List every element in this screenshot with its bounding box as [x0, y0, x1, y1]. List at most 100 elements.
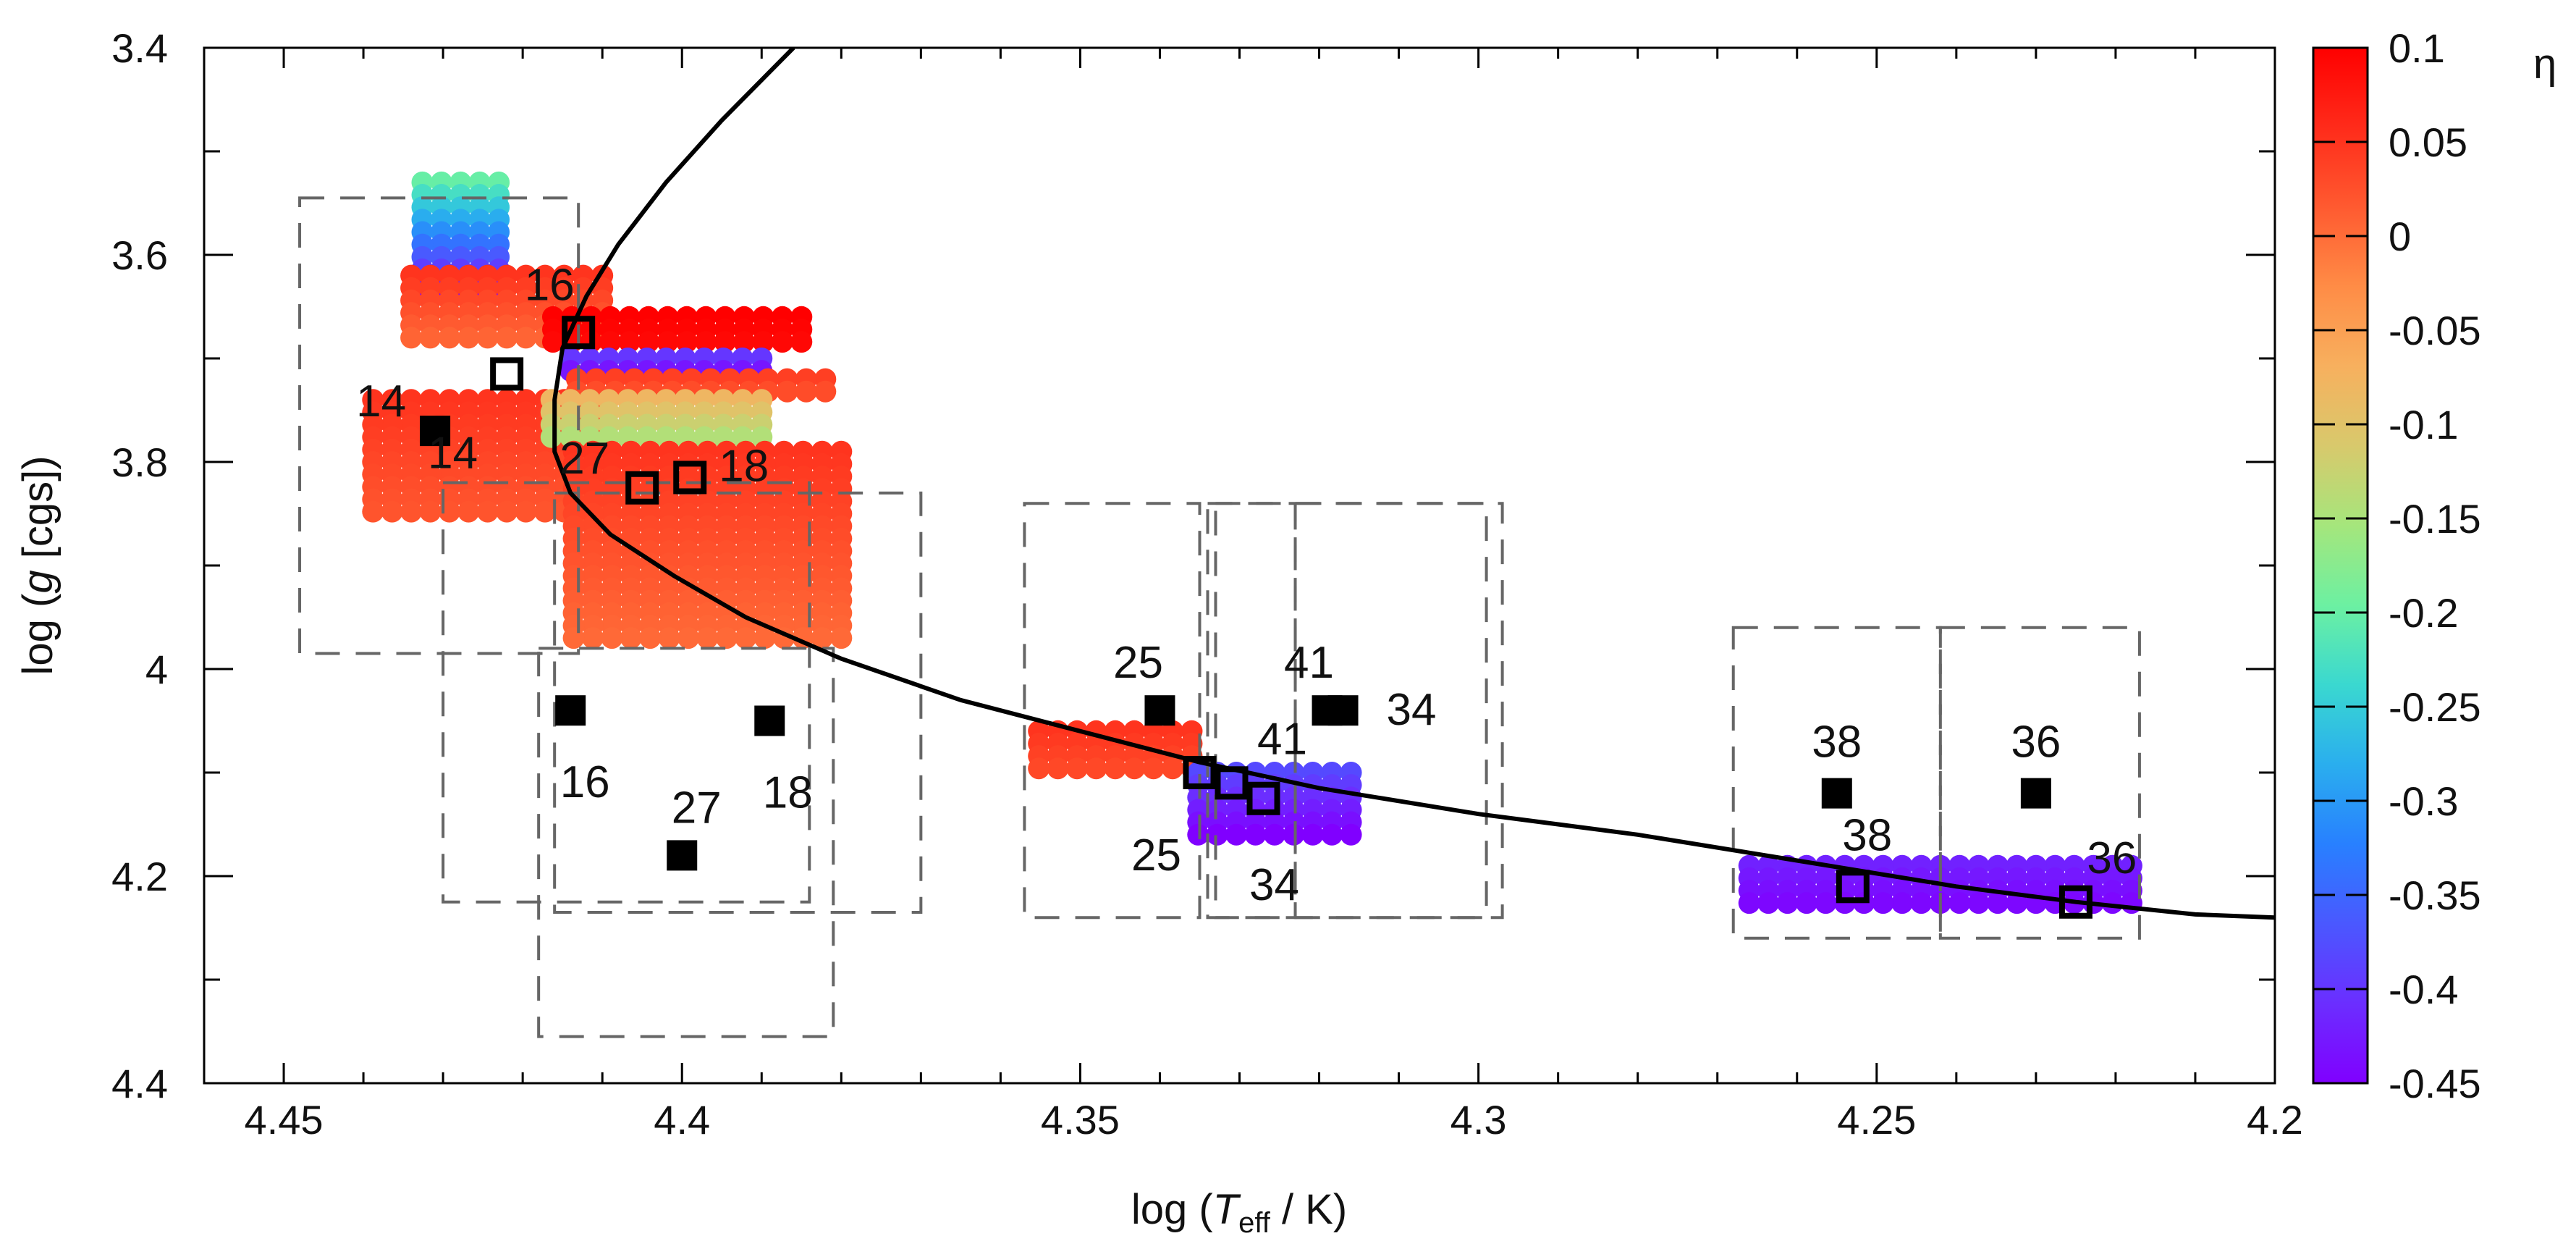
colorbar-tick-label: 0.05 [2389, 119, 2467, 165]
model-point [541, 331, 564, 353]
y-axis-title: log (g [cgs]) [14, 455, 62, 675]
error-box [537, 647, 835, 1038]
model-point [1283, 823, 1305, 846]
colorbar-tick-label: -0.15 [2389, 496, 2481, 542]
model-point [1263, 823, 1285, 846]
observed-marker [555, 695, 586, 726]
observed-label: 34 [1387, 685, 1437, 735]
model-point [776, 380, 798, 403]
model-point [476, 500, 499, 523]
observed-marker [1821, 778, 1852, 809]
model-point [639, 627, 662, 649]
colorbar-tick-label: -0.05 [2389, 308, 2481, 353]
colorbar-tick-label: -0.45 [2389, 1061, 2481, 1106]
y-tick-label: 4.4 [111, 1061, 168, 1106]
error-box [298, 196, 580, 655]
model-point [1340, 823, 1362, 846]
model-point [362, 500, 384, 523]
model-point [753, 627, 776, 649]
error-boxes [298, 196, 2141, 1038]
model-point [1967, 892, 1990, 914]
colorbar-tick-label: -0.2 [2389, 590, 2459, 636]
fitted-label: 16 [525, 260, 575, 310]
observed-label: 18 [763, 768, 813, 818]
observed-marker [1144, 695, 1175, 726]
model-point [1162, 757, 1184, 780]
fitted-marker [562, 316, 596, 350]
model-point [1815, 892, 1837, 914]
error-box [1023, 502, 1202, 920]
model-point [400, 500, 423, 523]
error-box [1206, 502, 1297, 920]
colorbar-tick-label: -0.25 [2389, 684, 2481, 730]
model-point [1795, 892, 1817, 914]
model-point [419, 500, 442, 523]
colorbar-tick-label: -0.3 [2389, 778, 2459, 824]
model-point [381, 500, 403, 523]
model-point [638, 331, 660, 353]
colorbar-tick-label: -0.1 [2389, 402, 2459, 447]
model-point [790, 331, 813, 353]
model-point [1187, 823, 1209, 846]
observed-label: 38 [1812, 718, 1862, 768]
model-point [457, 500, 480, 523]
model-point [620, 627, 642, 649]
model-point [1244, 823, 1267, 846]
fitted-label: 14 [428, 428, 478, 478]
model-point [795, 380, 817, 403]
model-point [515, 500, 537, 523]
error-box [1938, 626, 2141, 940]
fitted-marker [1215, 766, 1249, 800]
y-tick-label: 4 [145, 647, 168, 692]
model-point [618, 331, 641, 353]
error-box [1731, 626, 1942, 940]
colorbar [2312, 46, 2369, 1085]
model-point [735, 627, 757, 649]
x-tick-label: 4.45 [245, 1097, 324, 1143]
observed-label: 14 [356, 377, 406, 426]
observed-marker [754, 705, 785, 736]
model-point [438, 327, 460, 349]
colorbar-tick-label: -0.4 [2389, 967, 2459, 1012]
fitted-marker [1183, 756, 1217, 789]
model-point [811, 627, 833, 649]
colorbar-title: η [2533, 41, 2556, 88]
model-point [677, 627, 700, 649]
model-point [1206, 823, 1228, 846]
model-point [400, 327, 423, 349]
observed-label: 36 [2011, 718, 2061, 768]
fitted-marker [625, 471, 659, 505]
model-point [601, 627, 623, 649]
model-point [656, 331, 679, 353]
model-point [581, 627, 604, 649]
model-point [1066, 757, 1089, 780]
model-point [540, 426, 562, 448]
model-point [658, 627, 680, 649]
plot-frame [203, 46, 2276, 1085]
fitted-label: 34 [1249, 860, 1299, 910]
model-point [695, 331, 717, 353]
x-tick-label: 4.3 [1450, 1097, 1507, 1143]
observed-label: 27 [672, 783, 722, 833]
colorbar-ticks: 0.1 0.05 0 -0.05 -0.1 -0.15 -0.2 -0.25 -0.3 -0.35… [2313, 25, 2481, 1106]
model-point [457, 327, 480, 349]
colorbar-tick-label: 0 [2389, 214, 2411, 259]
observed-label: 41 [1284, 638, 1334, 688]
model-point [771, 331, 793, 353]
fitted-label: 36 [2087, 833, 2137, 883]
fitted-marker [673, 461, 707, 495]
model-point [814, 380, 837, 403]
colorbar-tick-label: 0.1 [2389, 25, 2445, 71]
fitted-marker [1836, 870, 1870, 904]
model-point [496, 327, 518, 349]
model-point [1301, 823, 1324, 846]
x-tick-label: 4.4 [654, 1097, 710, 1143]
model-point [1757, 892, 1780, 914]
model-point [1321, 823, 1343, 846]
model-point [675, 331, 698, 353]
model-point [696, 627, 719, 649]
model-point [1085, 757, 1107, 780]
model-point [496, 500, 518, 523]
observed-marker [1327, 695, 1359, 726]
